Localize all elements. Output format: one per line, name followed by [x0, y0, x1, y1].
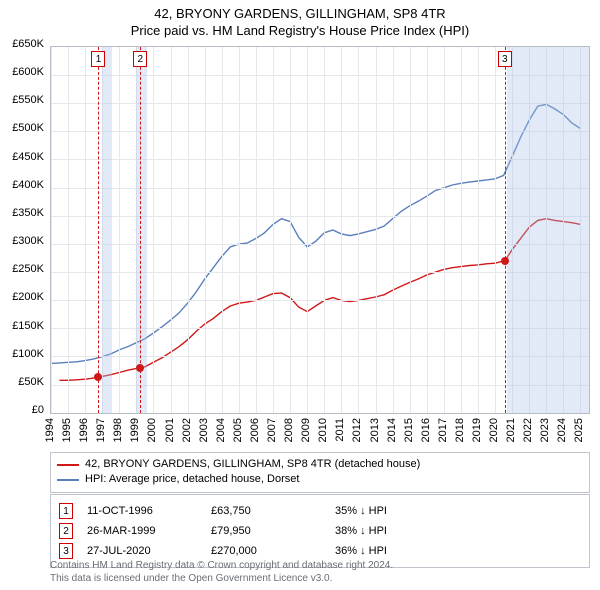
legend-row-2: HPI: Average price, detached house, Dors…: [57, 472, 583, 487]
title-sub: Price paid vs. HM Land Registry's House …: [0, 23, 600, 40]
marker-dash: [505, 47, 506, 413]
x-tick-label: 2015: [403, 418, 415, 442]
x-tick-label: 1997: [95, 418, 107, 442]
x-tick-label: 2017: [437, 418, 449, 442]
x-tick-label: 2006: [249, 418, 261, 442]
legend-line-1: [57, 464, 79, 466]
transaction-marker-3: 3: [59, 543, 73, 559]
marker-dot: [136, 364, 144, 372]
legend: 42, BRYONY GARDENS, GILLINGHAM, SP8 4TR …: [50, 452, 590, 493]
marker-box: 1: [91, 51, 105, 67]
transaction-diff: 38% ↓ HPI: [335, 525, 581, 537]
transaction-price: £270,000: [211, 545, 321, 557]
chart-plot-area: 1 2 3: [50, 46, 590, 414]
table-row: 3 27-JUL-2020 £270,000 36% ↓ HPI: [59, 541, 581, 561]
marker-box: 2: [133, 51, 147, 67]
shaded-range: [102, 47, 112, 413]
x-tick-label: 1994: [44, 418, 56, 442]
x-tick-label: 2004: [215, 418, 227, 442]
x-tick-label: 1996: [78, 418, 90, 442]
x-tick-label: 2010: [317, 418, 329, 442]
transaction-date: 27-JUL-2020: [87, 545, 197, 557]
x-tick-label: 1998: [112, 418, 124, 442]
legend-row-1: 42, BRYONY GARDENS, GILLINGHAM, SP8 4TR …: [57, 457, 583, 472]
x-tick-label: 2019: [471, 418, 483, 442]
y-tick-label: £100K: [12, 348, 44, 360]
transaction-diff: 35% ↓ HPI: [335, 505, 581, 517]
x-tick-label: 2025: [573, 418, 585, 442]
x-tick-label: 2009: [300, 418, 312, 442]
x-tick-label: 2011: [334, 418, 346, 442]
transaction-price: £79,950: [211, 525, 321, 537]
footer-line-2: This data is licensed under the Open Gov…: [50, 573, 590, 586]
x-tick-label: 2007: [266, 418, 278, 442]
marker-dot: [501, 257, 509, 265]
transaction-price: £63,750: [211, 505, 321, 517]
y-tick-label: £450K: [12, 151, 44, 163]
x-tick-label: 1995: [61, 418, 73, 442]
x-tick-label: 2021: [505, 418, 517, 442]
y-tick-label: £50K: [18, 376, 44, 388]
transaction-date: 26-MAR-1999: [87, 525, 197, 537]
table-row: 2 26-MAR-1999 £79,950 38% ↓ HPI: [59, 521, 581, 541]
legend-label-1: 42, BRYONY GARDENS, GILLINGHAM, SP8 4TR …: [85, 457, 420, 472]
y-tick-label: £300K: [12, 235, 44, 247]
y-tick-label: £550K: [12, 94, 44, 106]
marker-dash: [98, 47, 99, 413]
shaded-range: [507, 47, 589, 413]
x-tick-label: 2023: [539, 418, 551, 442]
y-tick-label: £0: [32, 404, 44, 416]
y-tick-label: £500K: [12, 122, 44, 134]
transaction-diff: 36% ↓ HPI: [335, 545, 581, 557]
x-tick-label: 2014: [386, 418, 398, 442]
x-tick-label: 2000: [146, 418, 158, 442]
title-main: 42, BRYONY GARDENS, GILLINGHAM, SP8 4TR: [0, 6, 600, 23]
x-tick-label: 2013: [369, 418, 381, 442]
marker-dash: [140, 47, 141, 413]
legend-line-2: [57, 479, 79, 481]
transaction-marker-2: 2: [59, 523, 73, 539]
y-axis-labels: £0£50K£100K£150K£200K£250K£300K£350K£400…: [0, 44, 46, 412]
x-tick-label: 2018: [454, 418, 466, 442]
marker-dot: [94, 373, 102, 381]
transaction-marker-1: 1: [59, 503, 73, 519]
x-tick-label: 2008: [283, 418, 295, 442]
shaded-range: [136, 47, 146, 413]
x-tick-label: 2024: [556, 418, 568, 442]
x-tick-label: 2002: [181, 418, 193, 442]
transactions-table: 1 11-OCT-1996 £63,750 35% ↓ HPI 2 26-MAR…: [50, 494, 590, 568]
x-tick-label: 2003: [198, 418, 210, 442]
y-tick-label: £600K: [12, 66, 44, 78]
y-tick-label: £400K: [12, 179, 44, 191]
x-tick-label: 2001: [164, 418, 176, 442]
y-tick-label: £350K: [12, 207, 44, 219]
x-tick-label: 2005: [232, 418, 244, 442]
x-tick-label: 1999: [129, 418, 141, 442]
x-tick-label: 2022: [522, 418, 534, 442]
footer-attribution: Contains HM Land Registry data © Crown c…: [50, 560, 590, 585]
x-tick-label: 2016: [420, 418, 432, 442]
x-tick-label: 2020: [488, 418, 500, 442]
x-tick-label: 2012: [351, 418, 363, 442]
table-row: 1 11-OCT-1996 £63,750 35% ↓ HPI: [59, 501, 581, 521]
y-tick-label: £650K: [12, 38, 44, 50]
footer-line-1: Contains HM Land Registry data © Crown c…: [50, 560, 590, 573]
y-tick-label: £200K: [12, 291, 44, 303]
transaction-date: 11-OCT-1996: [87, 505, 197, 517]
y-tick-label: £250K: [12, 263, 44, 275]
x-axis-labels: 1994199519961997199819992000200120022003…: [50, 414, 590, 450]
marker-box: 3: [498, 51, 512, 67]
series-hpi: [51, 104, 581, 363]
y-tick-label: £150K: [12, 320, 44, 332]
legend-label-2: HPI: Average price, detached house, Dors…: [85, 472, 299, 487]
